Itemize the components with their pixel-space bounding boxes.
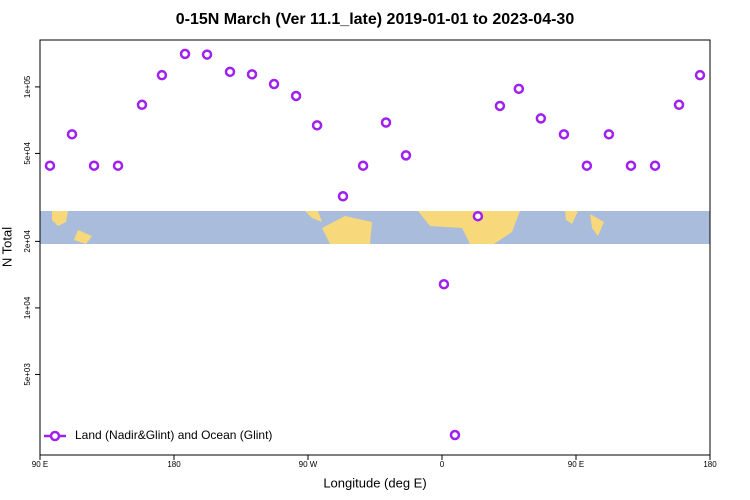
- point: [625, 160, 637, 171]
- point: [201, 49, 213, 60]
- x-tick-label: 180: [703, 460, 717, 469]
- point: [246, 69, 258, 80]
- point: [156, 69, 168, 81]
- point: [400, 150, 412, 161]
- point: [472, 210, 484, 222]
- y-axis-label: N Total: [0, 227, 14, 267]
- point: [290, 90, 302, 102]
- y-tick-label: 5e+04: [23, 142, 32, 165]
- point: [66, 129, 78, 140]
- y-tick-label: 5e+03: [23, 363, 32, 386]
- point: [694, 69, 706, 81]
- legend-label: Land (Nadir&Glint) and Ocean (Glint): [75, 428, 272, 442]
- point: [449, 429, 461, 441]
- point: [438, 278, 450, 290]
- point: [337, 191, 349, 202]
- point: [513, 83, 525, 95]
- point: [673, 99, 685, 111]
- x-tick-label: 90 W: [299, 460, 318, 469]
- point: [357, 160, 369, 171]
- x-tick-label: 90 E: [32, 460, 48, 469]
- y-tick-label: 1e+05: [23, 75, 32, 98]
- x-tick-label: 0: [440, 460, 445, 469]
- map-strip: [40, 211, 710, 244]
- point: [494, 100, 506, 112]
- x-axis-label: Longitude (deg E): [323, 475, 426, 490]
- point: [581, 160, 593, 171]
- point: [311, 120, 323, 131]
- point: [603, 129, 615, 140]
- legend-marker: [49, 430, 61, 442]
- y-tick-label: 2e+04: [23, 230, 32, 253]
- point: [268, 78, 280, 90]
- point: [88, 160, 100, 171]
- x-tick-label: 90 E: [568, 460, 584, 469]
- point: [535, 113, 547, 124]
- point: [380, 117, 392, 128]
- point: [136, 99, 148, 111]
- point: [649, 160, 661, 171]
- y-tick-label: 1e+04: [23, 296, 32, 319]
- point: [224, 66, 236, 78]
- x-tick-label: 180: [167, 460, 181, 469]
- point: [44, 160, 56, 171]
- point: [558, 129, 570, 140]
- plot-frame: [39, 39, 711, 456]
- point: [112, 160, 124, 171]
- point: [179, 48, 191, 60]
- chart-title: 0-15N March (Ver 11.1_late) 2019-01-01 t…: [176, 11, 575, 28]
